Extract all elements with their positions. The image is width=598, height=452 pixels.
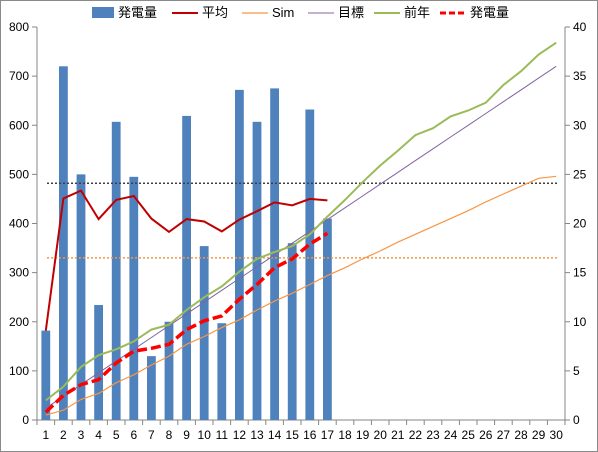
bar [94, 305, 103, 420]
series-line-1 [44, 189, 328, 331]
x-tick-label: 20 [374, 428, 388, 442]
bar [76, 174, 86, 420]
legend-label-sim: Sim [272, 5, 294, 20]
x-tick-label: 6 [130, 428, 137, 442]
x-tick-label: 1 [42, 428, 49, 442]
legend-label-last-year: 前年 [404, 5, 430, 20]
y-left-tick-label: 500 [9, 167, 29, 181]
y-left-tick-label: 300 [9, 266, 29, 280]
x-tick-label: 4 [95, 428, 102, 442]
x-tick-label: 2 [60, 428, 67, 442]
bar [252, 121, 262, 420]
x-tick-label: 8 [166, 428, 173, 442]
bar [199, 246, 209, 420]
y-right-tick-label: 10 [573, 315, 587, 329]
x-tick-label: 7 [148, 428, 155, 442]
x-tick-label: 30 [550, 428, 564, 442]
x-tick-label: 11 [216, 428, 229, 442]
y-right-tick-label: 5 [573, 364, 580, 378]
x-tick-label: 21 [391, 428, 405, 442]
x-tick-label: 5 [113, 428, 120, 442]
legend-label-bar: 発電量 [118, 5, 157, 20]
series-line-2 [45, 175, 557, 416]
y-left-tick-label: 800 [9, 20, 29, 34]
series-line-5 [44, 231, 329, 414]
legend-label-target: 目標 [338, 5, 364, 20]
legend-label-cumulative: 発電量 [470, 5, 509, 20]
x-tick-label: 24 [444, 428, 458, 442]
x-tick-label: 29 [532, 428, 546, 442]
series-line-4 [45, 41, 557, 402]
x-tick-label: 25 [462, 428, 476, 442]
y-right-tick-label: 25 [573, 167, 587, 181]
bar [217, 323, 227, 420]
x-tick-label: 28 [514, 428, 528, 442]
bar [235, 89, 244, 420]
bar [270, 88, 279, 420]
x-tick-label: 9 [183, 428, 190, 442]
y-right-tick-label: 35 [573, 69, 587, 83]
bar [59, 66, 68, 421]
bar [305, 109, 315, 420]
legend-swatch-bar [92, 7, 114, 18]
y-left-tick-label: 600 [9, 118, 29, 132]
legend-label-average: 平均 [202, 5, 228, 20]
x-tick-label: 15 [286, 428, 300, 442]
x-tick-label: 16 [303, 428, 317, 442]
y-right-tick-label: 0 [573, 413, 580, 427]
y-right-tick-label: 30 [573, 118, 587, 132]
x-tick-label: 14 [268, 428, 282, 442]
bar [287, 243, 297, 420]
y-left-tick-label: 700 [9, 69, 29, 83]
x-tick-label: 10 [198, 428, 212, 442]
x-tick-label: 18 [338, 428, 352, 442]
x-tick-label: 27 [497, 428, 511, 442]
y-right-tick-label: 20 [573, 217, 587, 231]
x-tick-label: 26 [479, 428, 493, 442]
y-right-tick-label: 40 [573, 20, 587, 34]
bar [41, 330, 51, 420]
bar [111, 121, 121, 420]
bar [147, 356, 156, 420]
bar [164, 321, 174, 420]
x-tick-label: 23 [426, 428, 440, 442]
x-tick-label: 12 [233, 428, 247, 442]
legend: 発電量 平均 Sim 目標 前年 発電量 [92, 5, 509, 20]
y-left-tick-label: 400 [9, 217, 29, 231]
y-left-tick-label: 100 [9, 364, 29, 378]
bar [129, 176, 139, 420]
x-tick-label: 3 [78, 428, 85, 442]
x-tick-label: 13 [250, 428, 264, 442]
y-left-tick-label: 0 [22, 413, 29, 427]
y-right-tick-label: 15 [573, 266, 587, 280]
x-tick-label: 19 [356, 428, 370, 442]
bar [323, 218, 332, 420]
plot-area: 0100200300400500600700800051015202530354… [9, 20, 587, 442]
x-tick-label: 22 [409, 428, 423, 442]
y-left-tick-label: 200 [9, 315, 29, 329]
x-tick-label: 17 [321, 428, 335, 442]
bar [182, 115, 191, 420]
